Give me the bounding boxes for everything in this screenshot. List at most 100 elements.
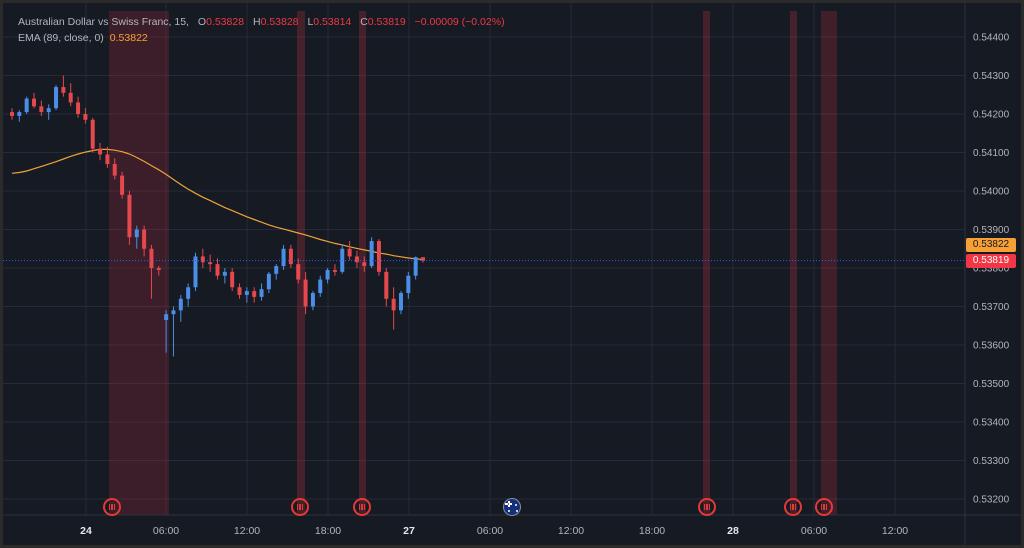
- candle[interactable]: [208, 254, 213, 272]
- candle[interactable]: [134, 225, 139, 249]
- candle-body: [32, 98, 37, 107]
- candle-body: [164, 314, 169, 320]
- candle[interactable]: [252, 287, 257, 303]
- candle-body: [310, 293, 315, 307]
- candle[interactable]: [325, 268, 330, 284]
- candle[interactable]: [237, 283, 242, 299]
- economic-event-icon[interactable]: [784, 498, 802, 516]
- candle[interactable]: [32, 92, 37, 109]
- candle[interactable]: [215, 258, 220, 280]
- series-layer: [3, 75, 965, 357]
- candle[interactable]: [222, 268, 227, 284]
- candle-body: [186, 287, 191, 299]
- candle[interactable]: [369, 237, 374, 268]
- candle[interactable]: [200, 248, 205, 268]
- ema-line[interactable]: [11, 148, 424, 261]
- candle[interactable]: [318, 275, 323, 297]
- candle[interactable]: [332, 264, 337, 276]
- candle[interactable]: [384, 268, 389, 307]
- candle[interactable]: [413, 256, 418, 280]
- candle[interactable]: [17, 110, 22, 122]
- candle[interactable]: [39, 100, 44, 116]
- candle[interactable]: [24, 96, 29, 114]
- candle[interactable]: [156, 266, 161, 276]
- candle-body: [376, 241, 381, 272]
- economic-event-icon[interactable]: [353, 498, 371, 516]
- candle-body: [288, 248, 293, 265]
- candle[interactable]: [274, 264, 279, 280]
- candle[interactable]: [164, 310, 169, 353]
- candle[interactable]: [406, 271, 411, 299]
- candle-body: [156, 268, 161, 270]
- candle[interactable]: [98, 142, 103, 161]
- x-tick-label: 12:00: [558, 525, 584, 537]
- candle[interactable]: [46, 104, 51, 120]
- candle[interactable]: [193, 252, 198, 292]
- candle[interactable]: [90, 117, 95, 153]
- australia-flag-icon[interactable]: [503, 498, 521, 516]
- candle[interactable]: [178, 294, 183, 322]
- candle[interactable]: [10, 108, 14, 120]
- candle-body: [347, 248, 352, 257]
- x-tick-label: 18:00: [315, 525, 341, 537]
- candle[interactable]: [281, 244, 286, 270]
- candle-body: [24, 98, 29, 113]
- candle-body: [142, 229, 147, 249]
- high-label: H: [252, 16, 261, 28]
- close-value: 0.53819: [367, 16, 406, 28]
- candle-body: [61, 87, 66, 93]
- candle[interactable]: [68, 83, 73, 107]
- candle[interactable]: [398, 291, 403, 315]
- candle[interactable]: [230, 268, 235, 292]
- ema-price-tag: 0.53822: [966, 238, 1016, 252]
- candle[interactable]: [376, 239, 381, 276]
- candle[interactable]: [149, 244, 154, 299]
- candle-body: [193, 256, 198, 288]
- candle[interactable]: [112, 158, 117, 180]
- candle[interactable]: [171, 306, 176, 357]
- last-price-tag: 0.53819: [966, 254, 1016, 268]
- candle[interactable]: [347, 241, 352, 261]
- candle-body: [281, 248, 286, 267]
- economic-event-icon[interactable]: [103, 498, 121, 516]
- candle[interactable]: [354, 250, 359, 268]
- candle-body: [354, 256, 359, 263]
- y-tick-label: 0.54200: [973, 110, 1010, 121]
- candle[interactable]: [76, 96, 81, 118]
- candle[interactable]: [105, 146, 110, 168]
- candle-body: [54, 87, 59, 109]
- grid: [3, 3, 965, 515]
- candle[interactable]: [142, 225, 147, 257]
- candle[interactable]: [340, 244, 345, 274]
- candle-body: [237, 287, 242, 295]
- candle-body: [105, 154, 110, 165]
- economic-event-icon[interactable]: [815, 498, 833, 516]
- symbol-title[interactable]: Australian Dollar vs Swiss Franc, 15,: [18, 16, 189, 28]
- economic-event-icon[interactable]: [698, 498, 716, 516]
- candle-body: [112, 164, 117, 176]
- ema-label[interactable]: EMA (89, close, 0): [18, 32, 104, 44]
- x-tick-label: 12:00: [234, 525, 260, 537]
- candle[interactable]: [421, 257, 425, 263]
- candle[interactable]: [120, 171, 125, 199]
- candle[interactable]: [83, 108, 88, 124]
- candle[interactable]: [54, 85, 59, 111]
- candle[interactable]: [391, 287, 396, 330]
- candle[interactable]: [303, 271, 308, 315]
- candle[interactable]: [186, 283, 191, 307]
- ema-legend[interactable]: EMA (89, close, 0) 0.53822: [18, 32, 148, 44]
- candle[interactable]: [127, 191, 132, 245]
- candle[interactable]: [288, 244, 293, 268]
- candle-body: [391, 298, 396, 311]
- symbol-legend[interactable]: Australian Dollar vs Swiss Franc, 15, O0…: [18, 16, 511, 28]
- economic-event-icon[interactable]: [291, 498, 309, 516]
- candle[interactable]: [61, 75, 66, 97]
- candle[interactable]: [259, 283, 264, 301]
- candle[interactable]: [266, 271, 271, 294]
- candle[interactable]: [296, 258, 301, 284]
- candle[interactable]: [244, 287, 249, 303]
- candlestick-chart[interactable]: 0.54400 0.54300 0.54200 0.54100 0.54000 0.539…: [3, 3, 1024, 548]
- candle[interactable]: [310, 291, 315, 311]
- candle[interactable]: [362, 256, 367, 272]
